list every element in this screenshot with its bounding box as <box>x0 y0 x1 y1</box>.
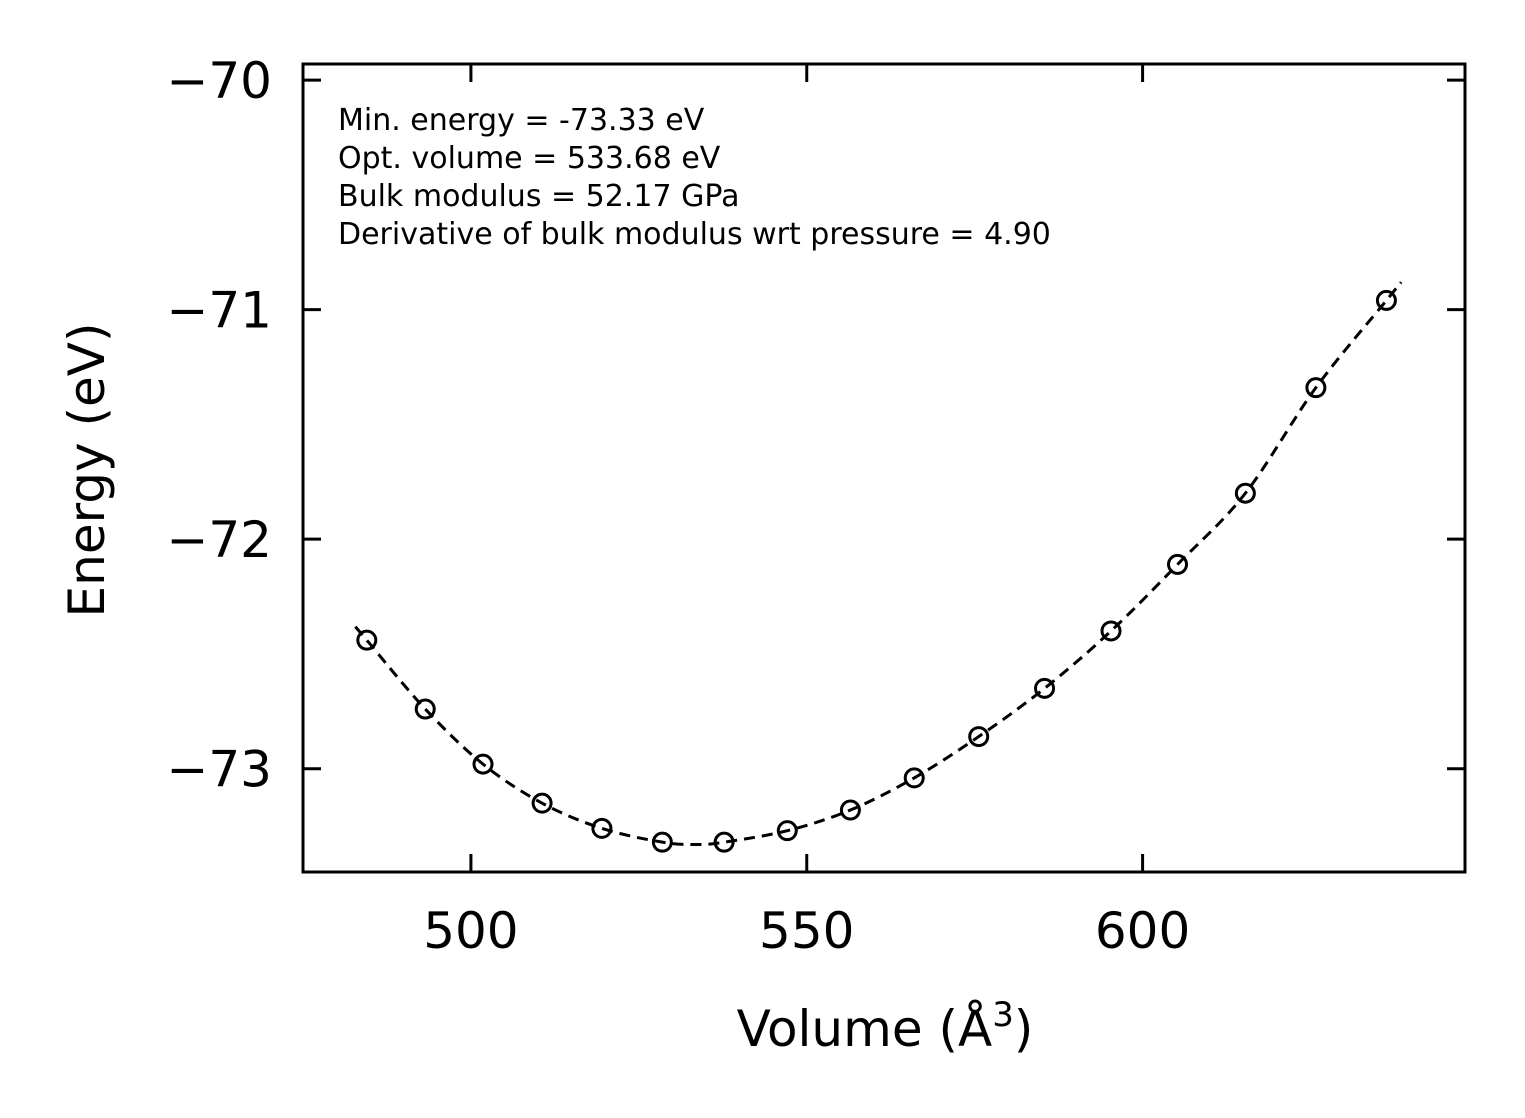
data-point <box>531 792 553 814</box>
y-tick-label: −71 <box>166 282 272 340</box>
annotation-bulk-modulus: Bulk modulus = 52.17 GPa <box>338 179 739 214</box>
data-point <box>903 767 925 789</box>
data-point <box>1167 553 1189 575</box>
data-point <box>776 820 798 842</box>
data-point <box>591 817 613 839</box>
points-layer <box>356 289 1397 853</box>
data-point <box>414 698 436 720</box>
data-point <box>713 831 735 853</box>
annotation-min-energy: Min. energy = -73.33 eV <box>338 103 705 138</box>
data-point <box>968 726 990 748</box>
y-tick-label: −70 <box>166 52 272 110</box>
x-tick-label: 500 <box>423 902 518 960</box>
ticks-layer: 500 550 600 −70 −71 −72 −73 <box>166 52 1465 960</box>
x-tick-label: 600 <box>1095 902 1190 960</box>
data-point <box>651 831 673 853</box>
x-axis-label: Volume (Å3) <box>737 995 1034 1058</box>
data-point <box>1234 482 1256 504</box>
annotation-box: Min. energy = -73.33 eV Opt. volume = 53… <box>338 103 1051 252</box>
data-point <box>1305 377 1327 399</box>
data-point <box>839 799 861 821</box>
fit-curve-dashed <box>354 281 1403 846</box>
y-axis-label: Energy (eV) <box>58 323 116 618</box>
plot-frame <box>301 62 1467 874</box>
data-point <box>1375 289 1397 311</box>
data-point <box>472 753 494 775</box>
y-tick-label: −72 <box>166 511 272 569</box>
x-axis-label-superscript: 3 <box>992 995 1014 1035</box>
annotation-opt-volume: Opt. volume = 533.68 eV <box>338 141 721 176</box>
data-point <box>356 629 378 651</box>
data-point <box>1034 677 1056 699</box>
y-tick-label: −73 <box>166 741 272 799</box>
annotation-bulk-modulus-derivative: Derivative of bulk modulus wrt pressure … <box>338 217 1051 252</box>
fit-layer <box>354 281 1403 846</box>
data-point <box>1100 620 1122 642</box>
x-tick-label: 550 <box>759 902 854 960</box>
